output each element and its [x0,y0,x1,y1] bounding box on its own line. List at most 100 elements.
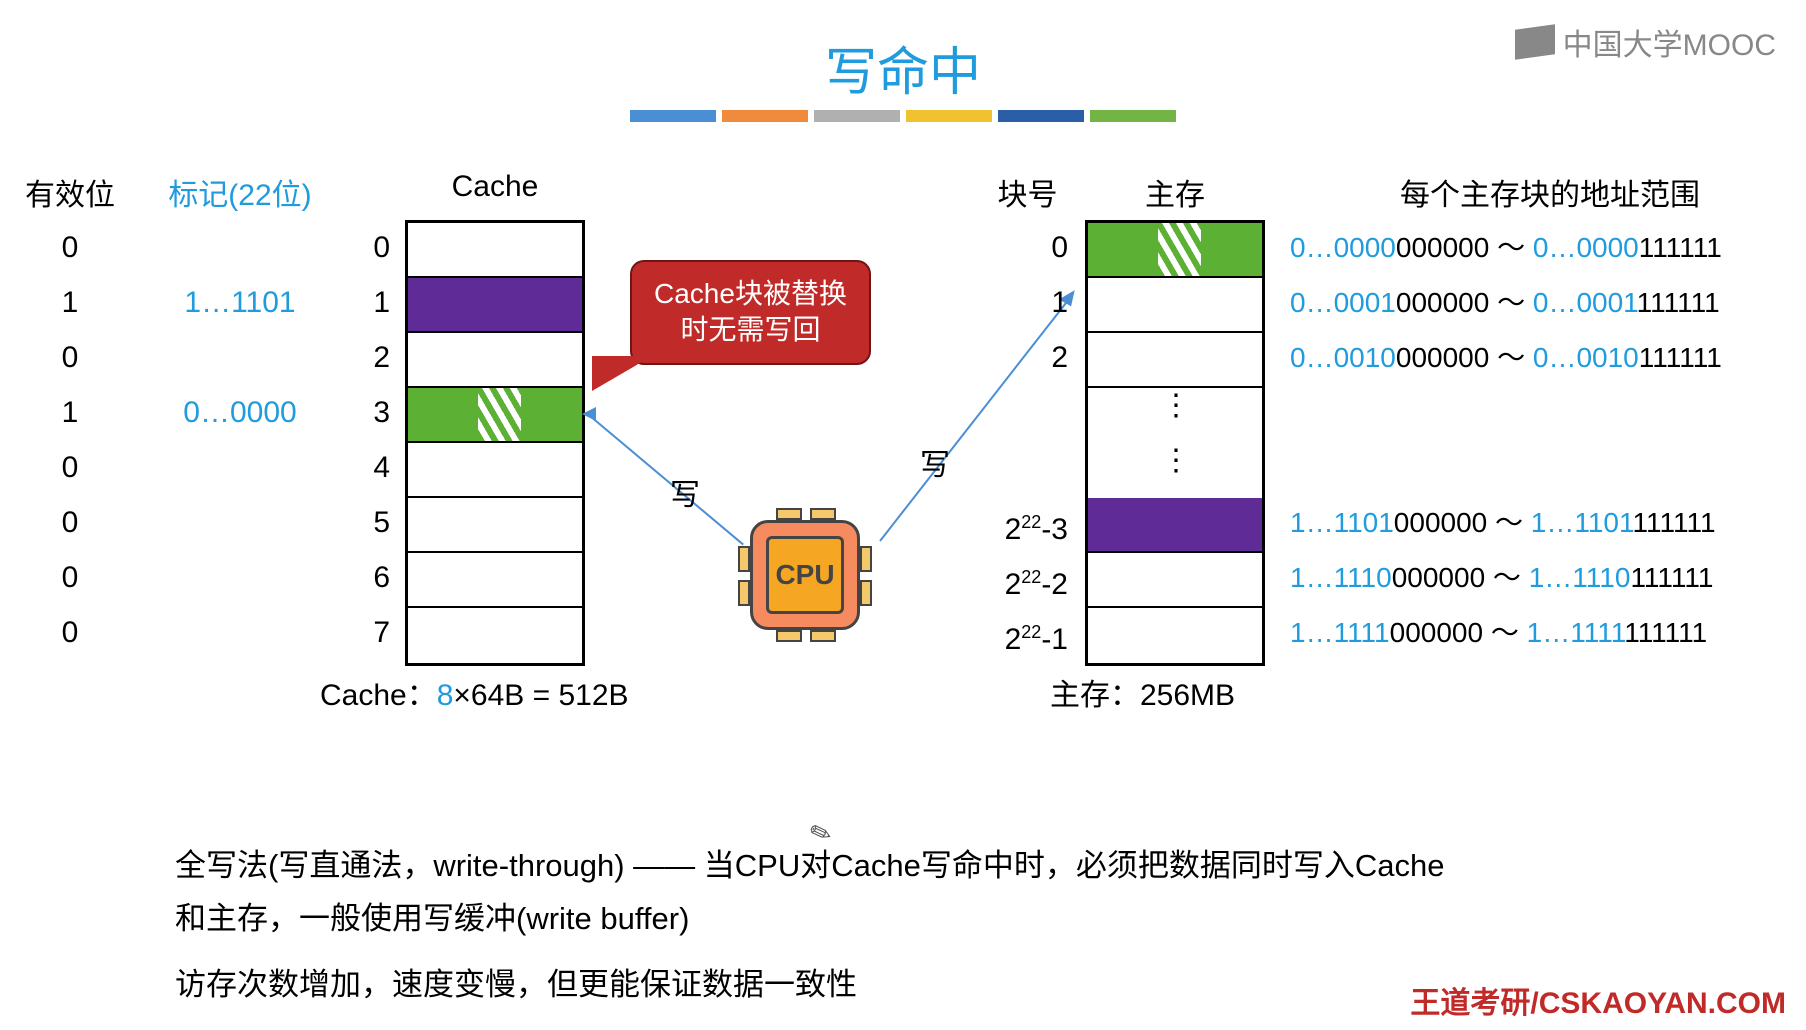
tag-cell [150,550,330,605]
block-idx: 2 [975,330,1080,385]
strip-0 [630,110,716,122]
cache-idx: 1 [340,275,400,330]
strip-3 [906,110,992,122]
tag-cell [150,605,330,660]
cache-idx: 2 [340,330,400,385]
mem-row-dots: ⋮ [1088,388,1262,443]
cache-idx: 4 [340,440,400,495]
mem-footer: 主存：256MB [1050,670,1235,714]
cache-header: Cache [405,170,585,220]
valid-header: 有效位 [10,170,130,220]
block-idx: 222-3 [975,495,1080,550]
cache-idx: 0 [340,220,400,275]
range-cell: 1…1110000000 ～ 1…1110111111 [1290,550,1806,605]
mem-row [1088,553,1262,608]
range-header: 每个主存块的地址范围 [1290,170,1806,220]
range-cell: 1…1111000000 ～ 1…1111111111 [1290,605,1806,660]
callout-tail [592,356,652,391]
cache-row [408,333,582,388]
valid-cell: 0 [10,330,130,385]
range-empty [1290,385,1806,440]
mem-row [1088,608,1262,663]
block-idx [975,385,1080,440]
mem-box: ⋮⋮ [1085,220,1265,666]
range-col: 每个主存块的地址范围 0…0000000000 ～ 0…00001111110…… [1290,170,1806,660]
write-label-mem: 写 [920,440,950,484]
range-cell: 0…0010000000 ～ 0…0010111111 [1290,330,1806,385]
cache-box-col: Cache [405,170,585,666]
cache-idx: 6 [340,550,400,605]
block-idx: 0 [975,220,1080,275]
cache-idx: 3 [340,385,400,440]
block-idx: 222-2 [975,550,1080,605]
mem-header: 主存 [1085,170,1265,220]
mem-row [1088,223,1262,278]
tag-cell [150,220,330,275]
cache-idx-col: 01234567 [340,170,400,660]
cache-footer: Cache：8×64B = 512B [320,670,629,714]
valid-cell: 0 [10,495,130,550]
mem-footer-pre: 主存： [1050,679,1140,712]
block-idx: 222-1 [975,605,1080,660]
bottom-line2: 和主存，一般使用写缓冲(write buffer) [175,893,1444,946]
tag-cell [150,330,330,385]
tag-cell [150,495,330,550]
tag-header: 标记(22位) [150,170,330,220]
cpu-icon: CPU [740,510,870,640]
callout-line2: 时无需写回 [654,312,847,348]
cache-row [408,608,582,663]
strip-5 [1090,110,1176,122]
cache-row [408,278,582,333]
callout-bubble: Cache块被替换 时无需写回 [630,260,871,365]
cache-row [408,223,582,278]
bottom-line3: 访存次数增加，速度变慢，但更能保证数据一致性 [175,959,1444,1012]
range-cell: 1…1101000000 ～ 1…1101111111 [1290,495,1806,550]
bottom-text: 全写法(写直通法，write-through) —— 当CPU对Cache写命中… [175,840,1444,1012]
cache-footer-post: ×64B = 512B [453,679,628,712]
mooc-logo: 中国大学MOOC [1515,20,1776,64]
valid-cell: 0 [10,550,130,605]
tag-col: 标记(22位) 1…1101 0…0000 [150,170,330,660]
cache-row [408,498,582,553]
cache-box [405,220,585,666]
cpu-label: CPU [766,536,844,614]
color-strip [630,110,1176,122]
tag-cell [150,440,330,495]
cache-idx: 5 [340,495,400,550]
arrow-cpu-cache [589,415,743,545]
mem-row [1088,333,1262,388]
arrow-head-cache [582,407,596,421]
range-cell: 0…0001000000 ～ 0…0001111111 [1290,275,1806,330]
strip-2 [814,110,900,122]
block-idx: 1 [975,275,1080,330]
logo-icon [1515,24,1555,60]
page-title: 写命中 [825,30,981,105]
tag-cell: 1…1101 [150,275,330,330]
valid-col: 有效位 01010000 [10,170,130,660]
block-header: 块号 [975,170,1080,220]
callout-line1: Cache块被替换 [654,276,847,312]
cache-row [408,388,582,443]
valid-cell: 1 [10,385,130,440]
mem-footer-post: 256MB [1140,679,1235,712]
cache-footer-pre: Cache： [320,679,437,712]
strip-4 [998,110,1084,122]
cache-row [408,553,582,608]
tag-cell: 0…0000 [150,385,330,440]
cache-footer-blue: 8 [437,679,454,712]
mem-box-col: 主存 ⋮⋮ [1085,170,1265,666]
cache-header-spacer [340,170,400,220]
mem-row [1088,498,1262,553]
bottom-line1: 全写法(写直通法，write-through) —— 当CPU对Cache写命中… [175,840,1444,893]
logo-text: 中国大学MOOC [1563,20,1776,64]
red-footer: 王道考研/CSKAOYAN.COM [1410,978,1786,1022]
cache-row [408,443,582,498]
mem-row-dots: ⋮ [1088,443,1262,498]
block-idx [975,440,1080,495]
block-idx-col: 块号 012 222-3222-2222-1 [975,170,1080,660]
range-empty [1290,440,1806,495]
cache-idx: 7 [340,605,400,660]
write-label-cache: 写 [670,470,700,514]
valid-cell: 0 [10,440,130,495]
range-cell: 0…0000000000 ～ 0…0000111111 [1290,220,1806,275]
